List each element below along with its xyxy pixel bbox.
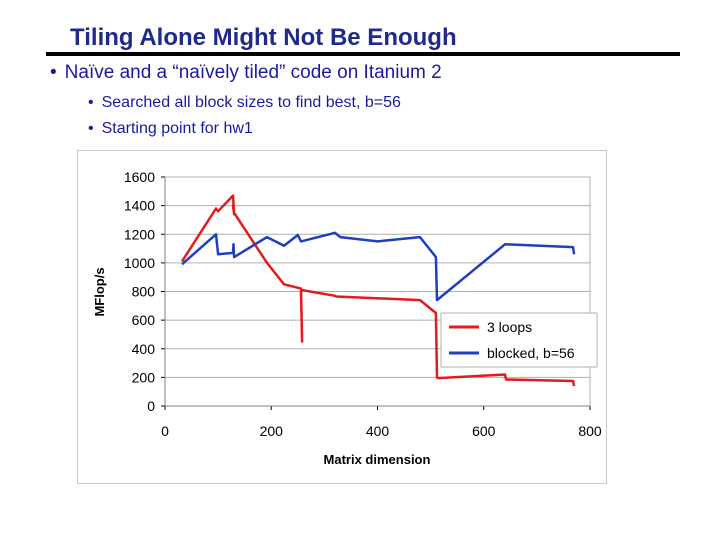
- y-tick-label: 600: [132, 312, 156, 328]
- y-tick-label: 1400: [124, 198, 155, 214]
- series-line-blocked-b-56: [181, 231, 576, 302]
- x-tick-label: 600: [472, 423, 496, 439]
- y-tick-label: 0: [147, 398, 155, 414]
- series-line-3-loops: [180, 194, 576, 387]
- bullet-dot-icon: •: [88, 94, 94, 111]
- legend-box: [440, 312, 598, 368]
- sub-bullet-2: • Starting point for hw1: [88, 120, 253, 138]
- axes: [161, 176, 591, 410]
- main-bullet: • Naïve and a “naïvely tiled” code on Ita…: [50, 62, 442, 84]
- sub-bullet-text: Starting point for hw1: [101, 120, 253, 137]
- y-tick-label: 200: [132, 369, 156, 385]
- y-tick-label: 800: [132, 284, 156, 300]
- x-tick-label: 0: [161, 423, 169, 439]
- sub-bullet-text: Searched all block sizes to find best, b…: [101, 94, 401, 111]
- x-tick-label: 400: [366, 423, 390, 439]
- sub-bullet-1: • Searched all block sizes to find best, …: [88, 94, 401, 112]
- y-tick-label: 1000: [124, 255, 155, 271]
- y-axis-label: MFlop/s: [92, 267, 107, 316]
- y-tick-label: 400: [132, 341, 156, 357]
- legend-label: blocked, b=56: [487, 345, 575, 361]
- x-tick-label: 800: [578, 423, 602, 439]
- y-tick-label: 1600: [124, 169, 155, 185]
- y-tick-label: 1200: [124, 226, 155, 242]
- legend: 3 loops blocked, b=56: [440, 312, 598, 368]
- tick-labels: 0 200 400 600 800 1000 1200 1400 1600 0 200 400 600 8…: [124, 169, 602, 439]
- legend-label: 3 loops: [487, 319, 532, 335]
- main-bullet-text: Naïve and a “naïvely tiled” code on Itan…: [64, 62, 442, 83]
- bullet-dot-icon: •: [88, 120, 94, 137]
- series-lines: [180, 194, 576, 387]
- bullet-dot-icon: •: [50, 62, 57, 83]
- title-underline: [46, 52, 680, 56]
- x-axis-label: Matrix dimension: [324, 452, 431, 467]
- slide-title: Tiling Alone Might Not Be Enough: [70, 24, 457, 51]
- x-tick-label: 200: [260, 423, 284, 439]
